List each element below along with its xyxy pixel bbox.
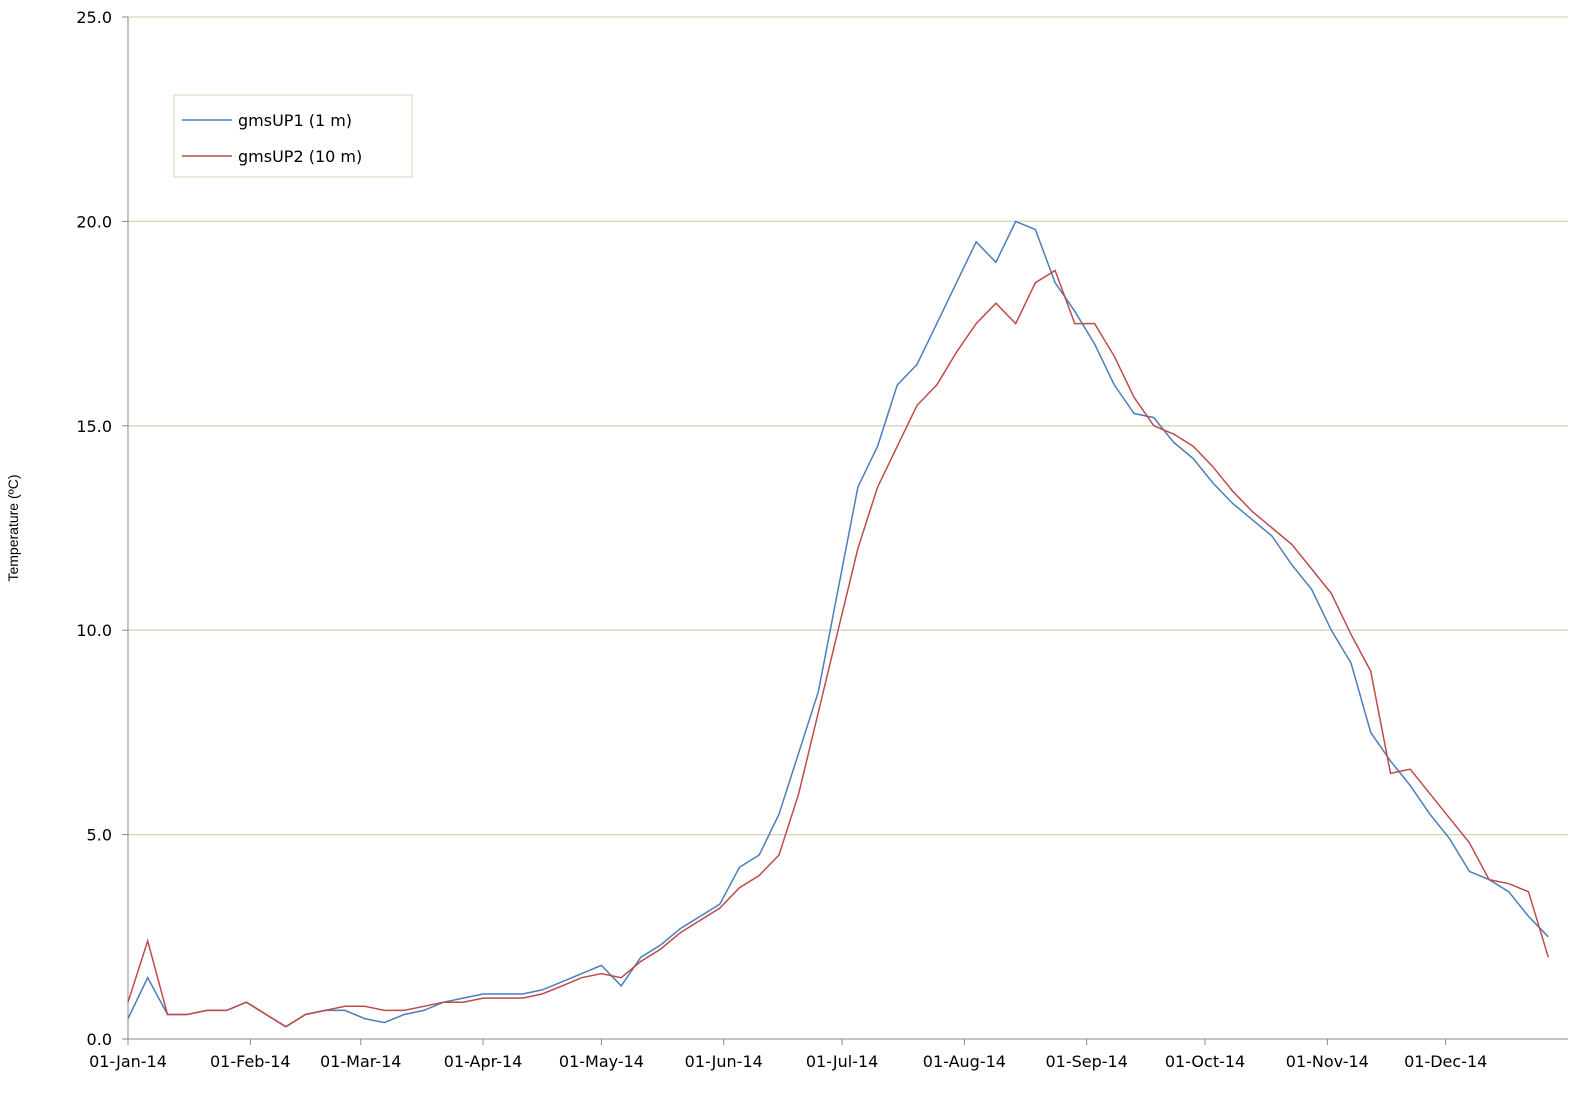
- x-tick-label: 01-May-14: [559, 1052, 644, 1071]
- x-tick-label: 01-Oct-14: [1165, 1052, 1245, 1071]
- series-line: [127, 269, 1550, 1028]
- x-tick-label: 01-Jul-14: [806, 1052, 878, 1071]
- x-tick-label: 01-Sep-14: [1045, 1052, 1127, 1071]
- x-tick-label: 01-Jun-14: [685, 1052, 763, 1071]
- y-tick-label: 5.0: [87, 826, 112, 845]
- x-tick-label: 01-Feb-14: [210, 1052, 291, 1071]
- y-axis-label: Temperature (ºC): [5, 474, 21, 581]
- x-tick-label: 01-Aug-14: [923, 1052, 1006, 1071]
- x-tick-label: 01-Apr-14: [444, 1052, 523, 1071]
- legend-box: [173, 94, 413, 178]
- y-tick-label: 20.0: [76, 212, 112, 231]
- legend-label: gmsUP1 (1 m): [238, 111, 352, 130]
- y-tick-label: 10.0: [76, 621, 112, 640]
- x-tick-label: 01-Mar-14: [320, 1052, 401, 1071]
- x-tick-label: 01-Jan-14: [89, 1052, 167, 1071]
- x-tick-label: 01-Nov-14: [1286, 1052, 1369, 1071]
- y-tick-label: 0.0: [87, 1030, 112, 1049]
- y-tick-label: 25.0: [76, 8, 112, 27]
- x-tick-label: 01-Dec-14: [1404, 1052, 1487, 1071]
- legend-label: gmsUP2 (10 m): [238, 147, 362, 166]
- y-tick-label: 15.0: [76, 417, 112, 436]
- series-line: [127, 220, 1549, 1028]
